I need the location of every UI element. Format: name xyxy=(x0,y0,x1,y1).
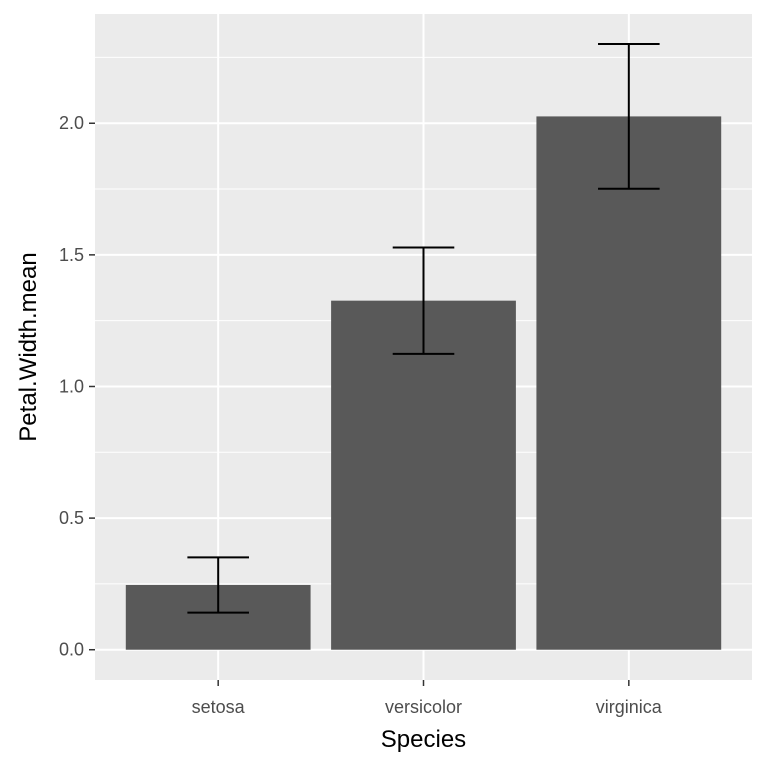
x-tick-label-setosa: setosa xyxy=(192,697,246,717)
error-bar-virginica xyxy=(598,43,660,190)
x-tick-label-virginica: virginica xyxy=(596,697,663,717)
y-tick-label: 0.5 xyxy=(59,508,84,528)
x-axis-title: Species xyxy=(381,726,466,753)
bar-versicolor xyxy=(331,300,516,650)
y-axis-title: Petal.Width.mean xyxy=(15,252,42,441)
y-axis: 0.0 0.5 1.0 1.5 2.0 xyxy=(59,113,95,660)
bar-virginica xyxy=(536,116,722,650)
x-axis: setosa versicolor virginica xyxy=(192,680,663,717)
y-tick-label: 1.0 xyxy=(59,376,84,396)
y-tick-label: 1.5 xyxy=(59,245,84,265)
error-bars xyxy=(187,43,660,614)
y-tick-label: 0.0 xyxy=(59,640,84,660)
error-bar-versicolor xyxy=(392,246,455,355)
x-tick-label-versicolor: versicolor xyxy=(385,697,462,717)
bars xyxy=(125,116,722,650)
error-bar-setosa xyxy=(187,556,249,614)
y-tick-label: 2.0 xyxy=(59,113,84,133)
